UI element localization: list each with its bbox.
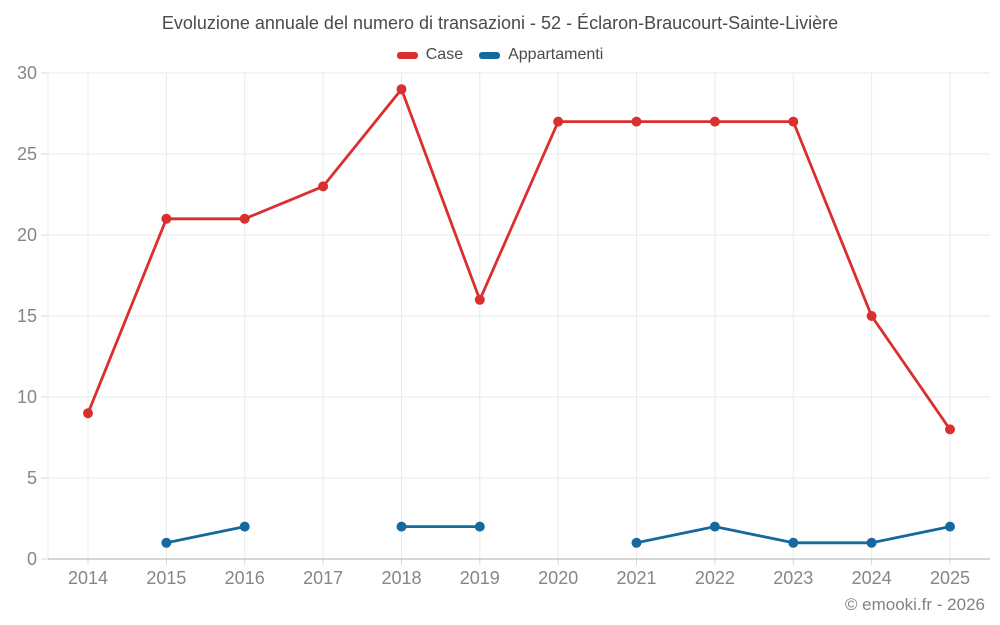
legend-item-case[interactable]: Case [396, 46, 464, 63]
copyright-credit: © emooki.fr - 2026 [844, 595, 985, 614]
svg-text:2015: 2015 [146, 568, 186, 588]
legend-label-appartamenti: Appartamenti [508, 46, 604, 63]
svg-text:30: 30 [17, 63, 37, 83]
svg-text:2017: 2017 [303, 568, 343, 588]
legend-item-appartamenti[interactable]: Appartamenti [479, 47, 603, 63]
svg-text:0: 0 [27, 549, 37, 569]
svg-text:2019: 2019 [460, 568, 500, 588]
svg-text:15: 15 [17, 306, 37, 326]
svg-text:2016: 2016 [225, 568, 265, 588]
svg-text:10: 10 [17, 387, 37, 407]
case-series-swatch-icon [396, 51, 418, 59]
svg-text:2024: 2024 [852, 568, 892, 588]
svg-text:2025: 2025 [930, 568, 970, 588]
svg-text:2014: 2014 [68, 568, 108, 588]
svg-text:2020: 2020 [538, 568, 578, 588]
svg-text:2022: 2022 [695, 568, 735, 588]
svg-text:5: 5 [27, 468, 37, 488]
svg-text:25: 25 [17, 144, 37, 164]
chart-title: Evoluzione annuale del numero di transaz… [161, 13, 839, 33]
chart-legend: Case Appartamenti [0, 47, 1000, 63]
appartamenti-series-swatch-icon [479, 51, 501, 59]
svg-text:2023: 2023 [773, 568, 813, 588]
legend-label-case: Case [425, 46, 464, 63]
svg-text:20: 20 [17, 225, 37, 245]
svg-text:2018: 2018 [381, 568, 421, 588]
svg-text:2021: 2021 [616, 568, 656, 588]
